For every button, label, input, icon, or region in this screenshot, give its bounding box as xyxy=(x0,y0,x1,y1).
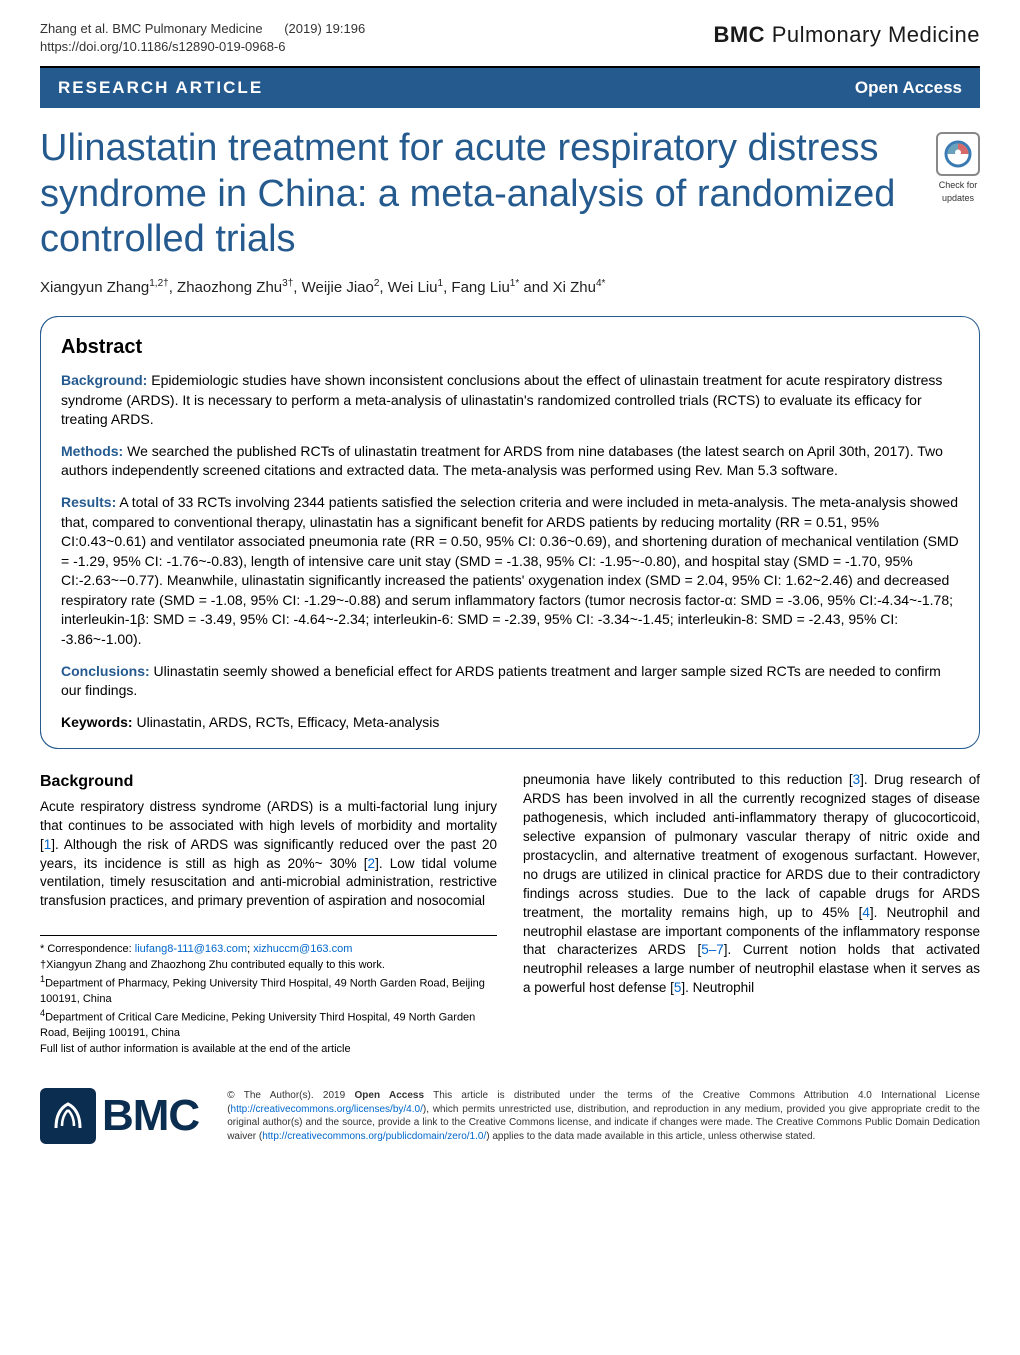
abstract-methods-label: Methods: xyxy=(61,443,123,459)
header: Zhang et al. BMC Pulmonary Medicine (201… xyxy=(0,0,1020,66)
footer: BMC © The Author(s). 2019 Open Access Th… xyxy=(0,1075,1020,1171)
abstract-conclusions-label: Conclusions: xyxy=(61,663,150,679)
abstract-results: Results: A total of 33 RCTs involving 23… xyxy=(61,493,959,650)
title-row: Ulinastatin treatment for acute respirat… xyxy=(0,126,1020,263)
abstract-methods-text: We searched the published RCTs of ulinas… xyxy=(61,443,943,479)
background-heading: Background xyxy=(40,771,497,793)
license-part3: ) applies to the data made available in … xyxy=(486,1131,815,1142)
footnotes: * Correspondence: liufang8-111@163.com; … xyxy=(40,935,497,1057)
citation-line: Zhang et al. BMC Pulmonary Medicine (201… xyxy=(40,20,365,38)
corr-label: * Correspondence: xyxy=(40,943,135,955)
citation-authors: Zhang et al. BMC Pulmonary Medicine xyxy=(40,21,263,36)
keywords-line: Keywords: Ulinastatin, ARDS, RCTs, Effic… xyxy=(61,713,959,733)
abstract-background-label: Background: xyxy=(61,372,147,388)
ref-3[interactable]: 3 xyxy=(853,772,861,787)
abstract-conclusions: Conclusions: Ulinastatin seemly showed a… xyxy=(61,662,959,701)
bmc-mark-icon xyxy=(40,1088,96,1144)
background-paragraph-left: Acute respiratory distress syndrome (ARD… xyxy=(40,798,497,911)
affiliation-4: 4Department of Critical Care Medicine, P… xyxy=(40,1007,497,1041)
license-text: © The Author(s). 2019 Open Access This a… xyxy=(227,1089,980,1143)
keywords-text: Ulinastatin, ARDS, RCTs, Efficacy, Meta-… xyxy=(133,714,440,730)
cc0-url[interactable]: http://creativecommons.org/publicdomain/… xyxy=(262,1131,486,1142)
abstract-results-label: Results: xyxy=(61,494,116,510)
citation-issue: (2019) 19:196 xyxy=(284,21,365,36)
keywords-label: Keywords: xyxy=(61,714,133,730)
corr-email-1[interactable]: liufang8-111@163.com xyxy=(135,943,247,955)
brand-name: Pulmonary Medicine xyxy=(772,22,980,47)
ref-5-7[interactable]: 5–7 xyxy=(701,942,724,957)
body-columns: Background Acute respiratory distress sy… xyxy=(0,771,1020,1075)
journal-brand: BMC Pulmonary Medicine xyxy=(713,20,980,51)
check-for-updates-badge[interactable]: Check for updates xyxy=(936,132,980,204)
brand-prefix: BMC xyxy=(713,22,771,47)
open-access-label: Open Access xyxy=(855,76,962,100)
abstract-conclusions-text: Ulinastatin seemly showed a beneficial e… xyxy=(61,663,941,699)
bmc-logo: BMC xyxy=(40,1085,199,1147)
bmc-wordmark: BMC xyxy=(102,1085,199,1147)
full-author-list-note: Full list of author information is avail… xyxy=(40,1042,497,1057)
corr-email-2[interactable]: xizhuccm@163.com xyxy=(253,943,352,955)
citation-block: Zhang et al. BMC Pulmonary Medicine (201… xyxy=(40,20,365,56)
authors-line: Xiangyun Zhang1,2†, Zhaozhong Zhu3†, Wei… xyxy=(0,263,1020,316)
abstract-background: Background: Epidemiologic studies have s… xyxy=(61,371,959,430)
doi-line: https://doi.org/10.1186/s12890-019-0968-… xyxy=(40,38,365,56)
background-paragraph-right: pneumonia have likely contributed to thi… xyxy=(523,771,980,998)
crossmark-icon xyxy=(936,132,980,176)
ref-2[interactable]: 2 xyxy=(368,856,376,871)
ref-5[interactable]: 5 xyxy=(674,980,682,995)
abstract-methods: Methods: We searched the published RCTs … xyxy=(61,442,959,481)
cc-by-url[interactable]: http://creativecommons.org/licenses/by/4… xyxy=(231,1104,423,1115)
license-lead: © The Author(s). 2019 xyxy=(227,1090,354,1101)
ref-1[interactable]: 1 xyxy=(44,837,52,852)
check-updates-line1: Check for xyxy=(939,179,978,192)
affiliation-1: 1Department of Pharmacy, Peking Universi… xyxy=(40,973,497,1007)
check-updates-line2: updates xyxy=(942,192,974,205)
ref-4[interactable]: 4 xyxy=(862,905,870,920)
article-type-banner: RESEARCH ARTICLE Open Access xyxy=(40,68,980,108)
article-title: Ulinastatin treatment for acute respirat… xyxy=(40,126,936,263)
abstract-results-text: A total of 33 RCTs involving 2344 patien… xyxy=(61,494,959,647)
correspondence-line: * Correspondence: liufang8-111@163.com; … xyxy=(40,942,497,957)
column-left: Background Acute respiratory distress sy… xyxy=(40,771,497,1057)
abstract-background-text: Epidemiologic studies have shown inconsi… xyxy=(61,372,942,427)
article-type: RESEARCH ARTICLE xyxy=(58,76,263,100)
column-right: pneumonia have likely contributed to thi… xyxy=(523,771,980,1057)
abstract-box: Abstract Background: Epidemiologic studi… xyxy=(40,316,980,750)
equal-contrib-note: †Xiangyun Zhang and Zhaozhong Zhu contri… xyxy=(40,958,497,973)
abstract-heading: Abstract xyxy=(61,333,959,361)
open-access-bold: Open Access xyxy=(355,1090,425,1101)
